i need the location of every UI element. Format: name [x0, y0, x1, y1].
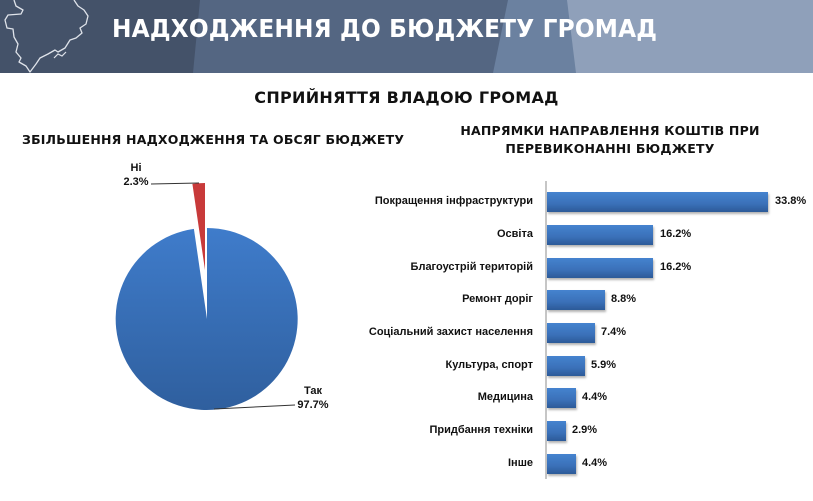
page-header: НАДХОДЖЕННЯ ДО БЮДЖЕТУ ГРОМАД — [0, 0, 813, 73]
bar-label: Культура, спорт — [445, 359, 534, 371]
pie-slice-yes — [115, 228, 298, 410]
pie-label-no: Ні 2.3% — [122, 161, 150, 189]
bar — [547, 323, 595, 343]
bar — [547, 421, 566, 441]
section-subtitle: СПРИЙНЯТТЯ ВЛАДОЮ ГРОМАД — [254, 88, 559, 107]
header-background — [0, 0, 813, 73]
bar-label: Благоустрій територій — [410, 261, 533, 273]
page-title: НАДХОДЖЕННЯ ДО БЮДЖЕТУ ГРОМАД — [112, 14, 658, 43]
pie-label-yes: Так 97.7% — [293, 384, 333, 412]
bar — [547, 454, 576, 474]
bar-chart — [545, 181, 768, 479]
pie-label-no-value: 2.3% — [123, 176, 149, 188]
region-map-outline-icon — [4, 0, 89, 73]
bar-label: Ремонт доріг — [462, 293, 533, 305]
bar-label: Медицина — [477, 391, 533, 403]
bar — [547, 258, 653, 278]
bar-value: 16.2% — [660, 261, 692, 273]
pie-chart-title: ЗБІЛЬШЕННЯ НАДХОДЖЕННЯ ТА ОБСЯГ БЮДЖЕТУ — [22, 132, 405, 147]
bar-label: Інше — [508, 457, 533, 469]
bar-chart-title: НАПРЯМКИ НАПРАВЛЕННЯ КОШТІВ ПРИ ПЕРЕВИКО… — [440, 122, 780, 158]
bar-value: 8.8% — [611, 293, 637, 305]
bar-value: 2.9% — [572, 424, 598, 436]
pie-leader-line-no — [150, 182, 200, 185]
bar — [547, 192, 768, 212]
bar-value: 16.2% — [660, 228, 692, 240]
pie-label-no-name: Ні — [130, 162, 142, 174]
bar-label: Покращення інфраструктури — [374, 195, 533, 207]
pie-chart — [115, 182, 298, 410]
bar — [547, 225, 653, 245]
bar-value: 4.4% — [582, 457, 608, 469]
bar-value: 33.8% — [775, 195, 807, 207]
bar — [547, 356, 585, 376]
pie-leader-line-yes — [213, 404, 296, 410]
pie-label-yes-name: Так — [303, 385, 323, 397]
bar-value: 4.4% — [582, 391, 608, 403]
bar-value: 5.9% — [591, 359, 617, 371]
bar-label: Придбання техніки — [429, 424, 534, 436]
bar-label: Соціальний захист населення — [368, 326, 533, 338]
pie-slice-no — [192, 182, 205, 270]
pie-label-yes-value: 97.7% — [297, 399, 329, 411]
bar-label: Освіта — [497, 228, 533, 240]
bar-chart-title-line1: НАПРЯМКИ НАПРАВЛЕННЯ КОШТІВ ПРИ — [460, 123, 760, 138]
bar — [547, 290, 605, 310]
bar-chart-title-line2: ПЕРЕВИКОНАННІ БЮДЖЕТУ — [505, 141, 715, 156]
bar-value: 7.4% — [601, 326, 627, 338]
bar — [547, 388, 576, 408]
